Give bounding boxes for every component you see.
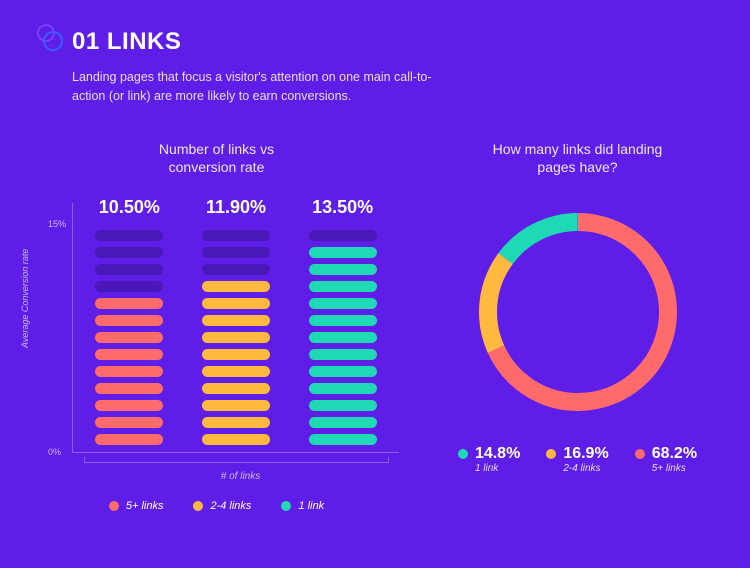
bar-segment	[95, 434, 163, 445]
legend-dot-icon	[193, 501, 203, 511]
bar-segment	[95, 230, 163, 241]
donut-chart-title: How many links did landing pages have?	[429, 140, 726, 178]
bar-segment	[202, 434, 270, 445]
donut-chart-panel: How many links did landing pages have? 1…	[429, 140, 726, 513]
logo-circles-icon	[33, 22, 65, 54]
bar-column-value: 13.50%	[312, 197, 373, 218]
bar-segment	[202, 349, 270, 360]
bar-segment	[309, 417, 377, 428]
bar-stack	[85, 230, 174, 453]
bar-column: 13.50%	[298, 203, 387, 452]
bar-segment	[95, 264, 163, 275]
bar-column-value: 10.50%	[99, 197, 160, 218]
donut-wrap	[429, 207, 726, 417]
donut-legend-label: 2-4 links	[563, 463, 608, 474]
bar-segment	[95, 332, 163, 343]
bar-segment	[202, 230, 270, 241]
x-axis-bracket	[84, 457, 389, 463]
donut-legend-item: 14.8%1 link	[458, 445, 520, 474]
bar-stack	[298, 230, 387, 453]
bar-segment	[202, 315, 270, 326]
bar-segment	[309, 298, 377, 309]
bar-segment	[309, 400, 377, 411]
bar-segment	[309, 247, 377, 258]
donut-legend-pct: 14.8%	[475, 445, 520, 463]
bar-segment	[309, 264, 377, 275]
donut-title-line2: pages have?	[537, 159, 617, 175]
bar-segment	[95, 349, 163, 360]
donut-chart-legend: 14.8%1 link 16.9%2-4 links 68.2%5+ links	[429, 445, 726, 474]
bar-column-value: 11.90%	[206, 197, 266, 218]
bar-segment	[309, 366, 377, 377]
bar-segment	[309, 281, 377, 292]
bar-segment	[309, 315, 377, 326]
bar-segment	[95, 247, 163, 258]
donut-legend-pct: 68.2%	[652, 445, 697, 463]
x-axis-label: # of links	[72, 471, 409, 482]
donut-legend-label: 5+ links	[652, 463, 697, 474]
legend-label: 5+ links	[126, 500, 164, 512]
legend-label: 2-4 links	[210, 500, 251, 512]
bar-segment	[309, 332, 377, 343]
bar-segment	[202, 264, 270, 275]
bar-segment	[95, 383, 163, 394]
legend-item: 2-4 links	[193, 500, 251, 512]
bar-chart-legend: 5+ links 2-4 links 1 link	[24, 500, 409, 512]
bar-segment	[309, 383, 377, 394]
donut-title-line1: How many links did landing	[493, 141, 663, 157]
donut-chart	[473, 207, 683, 417]
donut-legend-label: 1 link	[475, 463, 520, 474]
bar-segment	[202, 281, 270, 292]
bar-segment	[202, 247, 270, 258]
bar-segment	[95, 366, 163, 377]
header: 01 LINKS Landing pages that focus a visi…	[0, 0, 750, 106]
y-tick-top: 15%	[48, 219, 66, 229]
bar-segment	[202, 298, 270, 309]
bar-segment	[95, 400, 163, 411]
bar-segment	[202, 383, 270, 394]
bar-segment	[95, 298, 163, 309]
bar-segment	[95, 315, 163, 326]
y-tick-bottom: 0%	[48, 447, 61, 457]
content: Number of links vs conversion rate Avera…	[0, 140, 750, 513]
bar-segment	[309, 230, 377, 241]
legend-dot-icon	[281, 501, 291, 511]
section-title: 01 LINKS	[72, 28, 714, 56]
section-subtitle: Landing pages that focus a visitor's att…	[72, 68, 432, 106]
legend-dot-icon	[546, 449, 556, 459]
bar-segment	[95, 281, 163, 292]
donut-legend-pct: 16.9%	[563, 445, 608, 463]
bar-chart-area: Average Conversion rate 15% 0% 10.50%11.…	[24, 203, 409, 453]
bar-segment	[202, 366, 270, 377]
legend-dot-icon	[458, 449, 468, 459]
bar-column: 11.90%	[192, 203, 281, 452]
bar-segment	[309, 349, 377, 360]
bar-segment	[202, 417, 270, 428]
bar-segment	[202, 332, 270, 343]
bar-title-line1: Number of links vs	[159, 141, 274, 157]
bar-segment	[95, 417, 163, 428]
bar-segment	[309, 434, 377, 445]
donut-legend-item: 16.9%2-4 links	[546, 445, 608, 474]
legend-dot-icon	[109, 501, 119, 511]
y-axis-label: Average Conversion rate	[20, 249, 30, 348]
legend-label: 1 link	[298, 500, 324, 512]
legend-item: 1 link	[281, 500, 324, 512]
legend-dot-icon	[635, 449, 645, 459]
bar-chart-panel: Number of links vs conversion rate Avera…	[24, 140, 409, 513]
donut-legend-item: 68.2%5+ links	[635, 445, 697, 474]
bar-stack	[192, 230, 281, 453]
bar-chart-title: Number of links vs conversion rate	[24, 140, 409, 178]
bar-title-line2: conversion rate	[169, 159, 265, 175]
bar-column: 10.50%	[85, 203, 174, 452]
legend-item: 5+ links	[109, 500, 164, 512]
bar-segment	[202, 400, 270, 411]
